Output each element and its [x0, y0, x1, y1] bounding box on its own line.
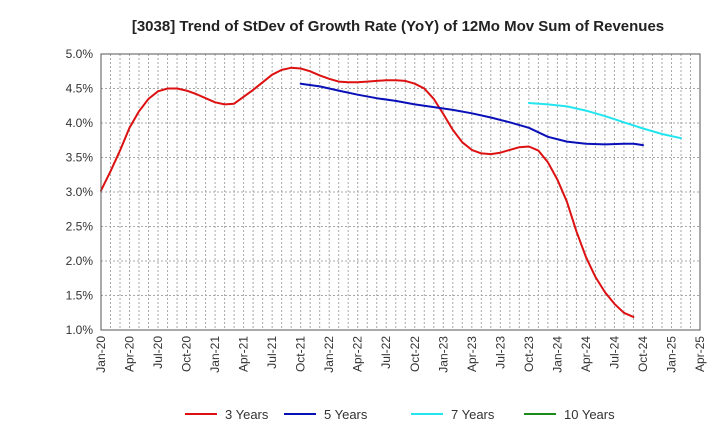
y-tick-label: 3.0% — [66, 185, 94, 199]
legend: 3 Years 5 Years 7 Years 10 Years — [185, 407, 615, 422]
series-line-7-years — [527, 102, 682, 140]
x-tick-label: Jul-23 — [493, 336, 507, 369]
legend-item-3-years: 3 Years — [185, 407, 269, 422]
y-tick-label: 4.5% — [66, 82, 94, 96]
legend-label: 5 Years — [324, 407, 368, 422]
series-line-5-years — [299, 82, 644, 147]
legend-label: 10 Years — [564, 407, 615, 422]
y-tick-label: 1.0% — [66, 323, 94, 337]
x-tick-label: Apr-22 — [351, 336, 365, 372]
x-tick-label: Jan-22 — [322, 336, 336, 373]
series-line-3-years — [100, 66, 635, 318]
x-tick-label: Oct-23 — [522, 336, 536, 372]
y-tick-label: 2.0% — [66, 254, 94, 268]
x-tick-label: Apr-20 — [123, 336, 137, 372]
x-tick-label: Jan-23 — [436, 336, 450, 373]
x-tick-label: Oct-21 — [294, 336, 308, 372]
x-tick-label: Oct-22 — [408, 336, 422, 372]
y-tick-label: 4.0% — [66, 116, 94, 130]
x-tick-label: Oct-24 — [636, 336, 650, 372]
x-tick-label: Jul-20 — [151, 336, 165, 369]
x-tick-label: Oct-20 — [180, 336, 194, 372]
x-tick-label: Apr-21 — [237, 336, 251, 372]
chart-title: [3038] Trend of StDev of Growth Rate (Yo… — [132, 18, 664, 35]
legend-label: 3 Years — [225, 407, 269, 422]
legend-item-7-years: 7 Years — [411, 407, 495, 422]
x-tick-label: Jul-24 — [607, 336, 621, 369]
grid — [101, 54, 700, 330]
x-tick-label: Jan-24 — [550, 336, 564, 373]
x-tick-label: Apr-25 — [693, 336, 707, 372]
series-layer — [100, 66, 682, 318]
x-tick-label: Jan-20 — [94, 336, 108, 373]
x-tick-label: Jul-21 — [265, 336, 279, 369]
plot-frame — [100, 53, 701, 331]
y-tick-label: 3.5% — [66, 151, 94, 165]
x-axis-ticks: Jan-20 Apr-20 Jul-20 Oct-20 Jan-21 Apr-21 Jul-… — [94, 336, 707, 373]
y-tick-label: 1.5% — [66, 289, 94, 303]
x-tick-label: Apr-24 — [579, 336, 593, 372]
x-tick-label: Apr-23 — [465, 336, 479, 372]
legend-item-5-years: 5 Years — [284, 407, 368, 422]
legend-item-10-years: 10 Years — [524, 407, 615, 422]
y-tick-label: 2.5% — [66, 220, 94, 234]
legend-label: 7 Years — [451, 407, 495, 422]
x-tick-label: Jul-22 — [379, 336, 393, 369]
x-tick-label: Jan-21 — [208, 336, 222, 373]
y-tick-label: 5.0% — [66, 47, 94, 61]
y-axis-ticks: 1.0% 1.5% 2.0% 2.5% 3.0% 3.5% 4.0% 4.5% 5.0% — [66, 47, 94, 337]
x-tick-label: Jan-25 — [664, 336, 678, 373]
